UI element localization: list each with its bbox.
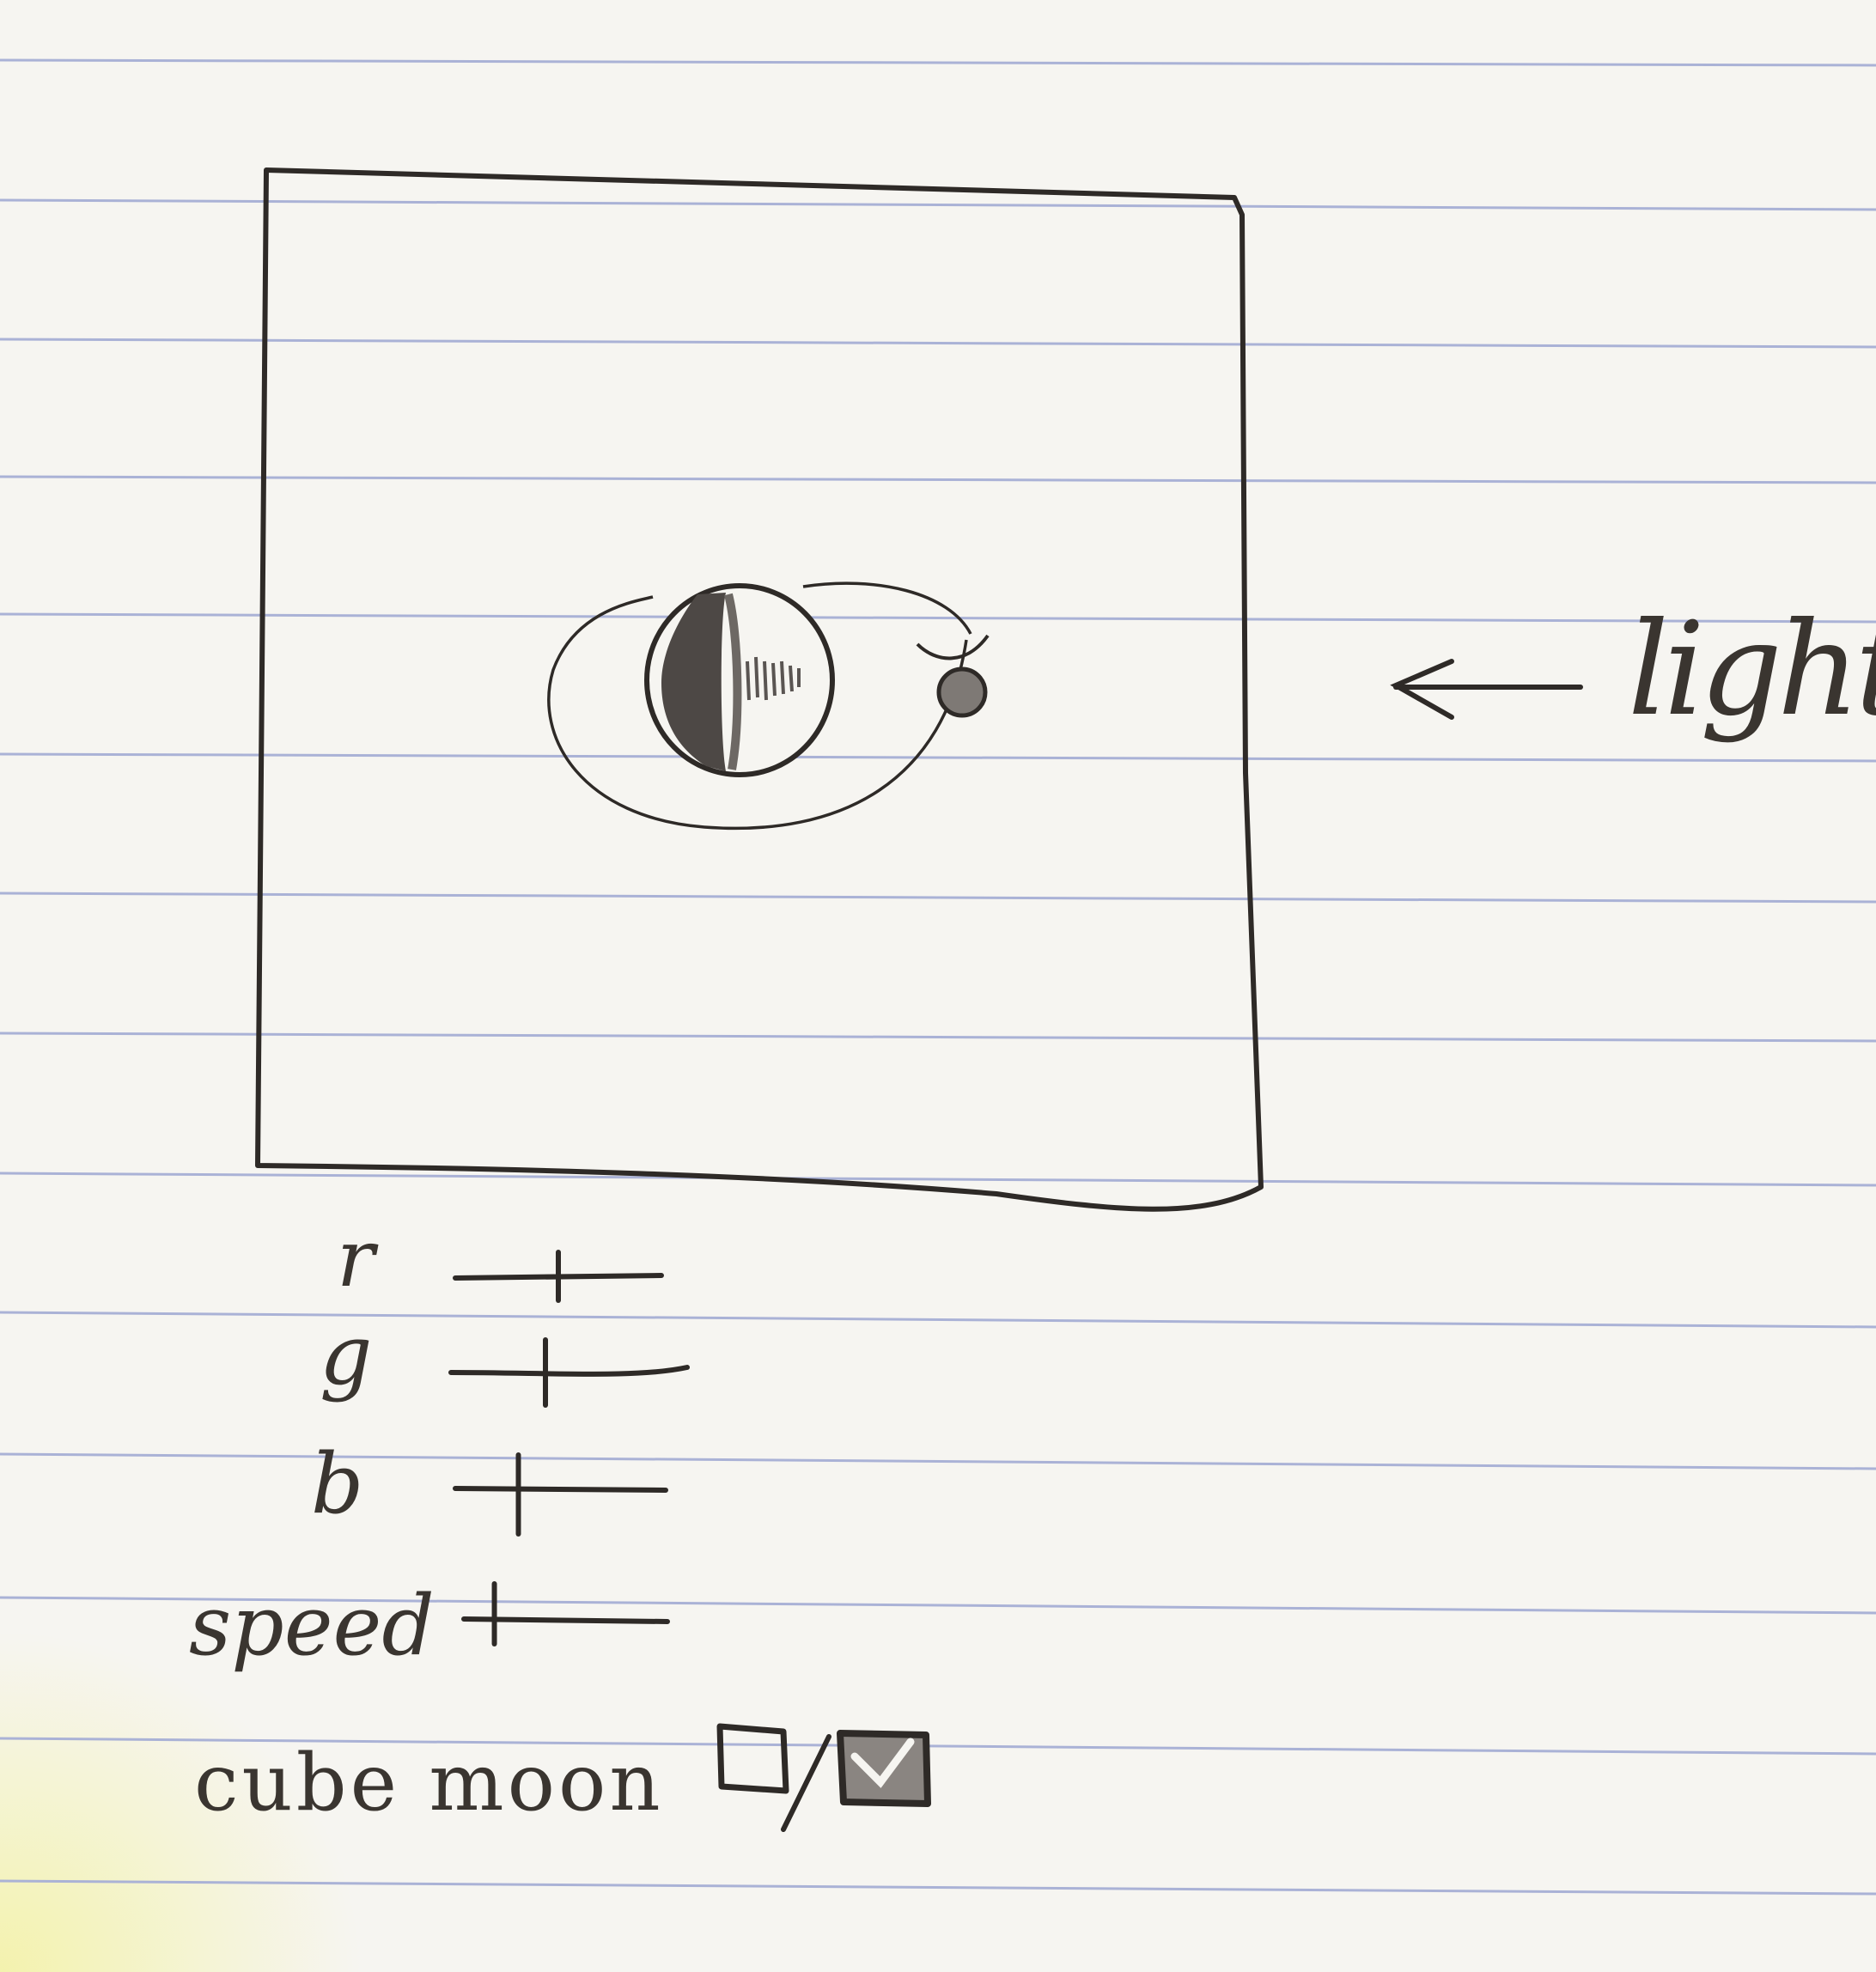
paper-glare [0,1632,361,1972]
checkbox-state-separator [781,1734,831,1832]
cube-moon-checkbox-unchecked[interactable] [716,1723,789,1794]
moon-orbit [547,581,972,831]
slider-g[interactable] [448,1337,690,1408]
moon [916,634,990,718]
ruled-lines [0,58,1876,1896]
slider-track-b [453,1486,668,1493]
canvas-frame [255,167,1264,1212]
slider-track-speed [461,1616,670,1624]
slider-r[interactable] [453,1250,664,1303]
slider-speed[interactable] [461,1581,670,1646]
slider-b[interactable] [453,1452,668,1537]
check-mark-icon [850,1738,915,1788]
planet [644,583,835,777]
cube-moon-checkbox-checked[interactable] [837,1730,931,1807]
slider-track-g [448,1365,690,1377]
light-direction-arrow [1390,659,1583,720]
